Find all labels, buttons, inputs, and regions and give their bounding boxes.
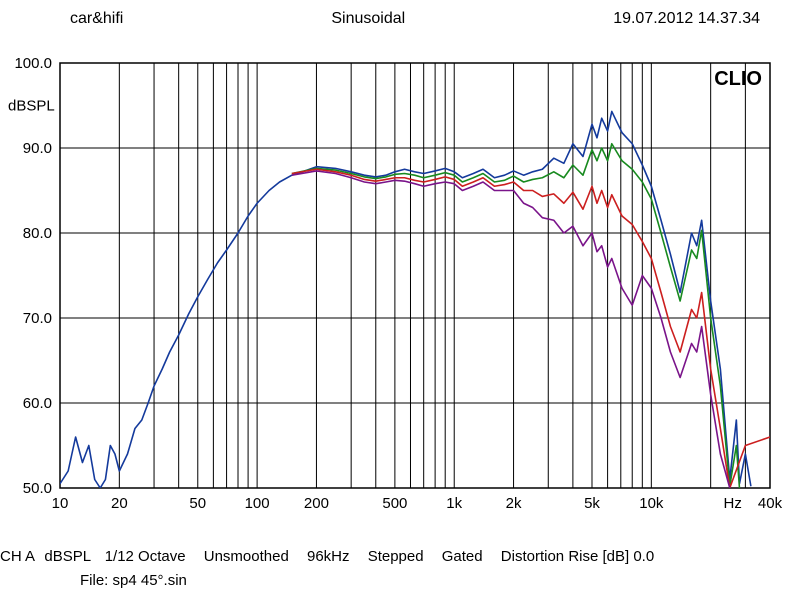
- x-tick-label: 20: [111, 495, 128, 512]
- x-tick-label: 10k: [639, 495, 664, 512]
- branding-logo: CLIO: [714, 68, 762, 90]
- x-tick-label: 100: [245, 495, 270, 512]
- footer-samplerate: 96kHz: [307, 548, 350, 565]
- footer-channel: CH A: [0, 548, 34, 565]
- footer-unit: dBSPL: [44, 548, 90, 565]
- x-tick-label: 500: [382, 495, 407, 512]
- x-tick-label: 10: [52, 495, 69, 512]
- footer-stepped: Stepped: [368, 548, 424, 565]
- footer-smoothing: Unsmoothed: [204, 548, 289, 565]
- x-tick-label: 40k: [758, 495, 783, 512]
- footer-octave: 1/12 Octave: [105, 548, 186, 565]
- measurement-chart: 50.0 60.0 70.0 80.0 90.0 100.0 dBSPL 10 20 50 100 2…: [0, 28, 800, 548]
- header-right: 19.07.2012 14.37.34: [613, 10, 760, 28]
- footer-line1: CH A dBSPL 1/12 Octave Unsmoothed 96kHz …: [0, 548, 800, 565]
- y-tick-label: 80.0: [23, 225, 52, 242]
- header-left: car&hifi: [70, 10, 123, 28]
- footer-file-label: File:: [80, 572, 108, 589]
- x-tick-label: 2k: [506, 495, 522, 512]
- x-tick-label: 5k: [584, 495, 600, 512]
- y-axis-label: dBSPL: [8, 98, 55, 115]
- footer-distortion: Distortion Rise [dB] 0.0: [501, 548, 654, 565]
- x-tick-label: 1k: [446, 495, 462, 512]
- y-tick-label: 100.0: [14, 55, 52, 72]
- y-tick-label: 60.0: [23, 395, 52, 412]
- footer-line2: File: sp4 45°.sin: [80, 572, 187, 589]
- y-tick-label: 90.0: [23, 140, 52, 157]
- x-tick-label: 50: [189, 495, 206, 512]
- footer-file-value: sp4 45°.sin: [113, 572, 187, 589]
- x-axis-label: Hz: [723, 495, 741, 512]
- header-center: Sinusoidal: [331, 10, 405, 28]
- y-tick-label: 70.0: [23, 310, 52, 327]
- footer-gated: Gated: [442, 548, 483, 565]
- y-tick-label: 50.0: [23, 480, 52, 497]
- header-row: car&hifi Sinusoidal 19.07.2012 14.37.34: [0, 0, 800, 28]
- x-tick-label: 200: [304, 495, 329, 512]
